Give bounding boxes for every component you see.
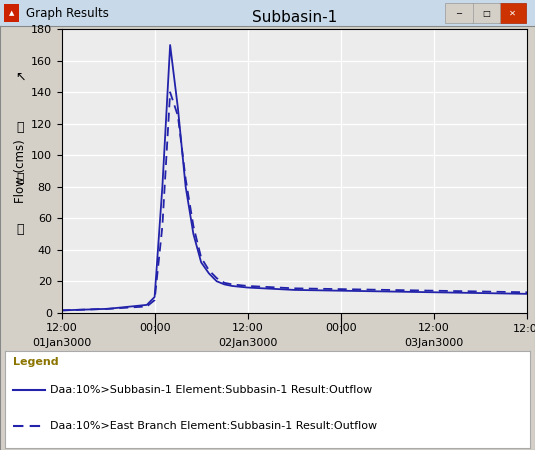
Bar [499,3,526,23]
Text: Daa:10%>Subbasin-1 Element:Subbasin-1 Result:Outflow: Daa:10%>Subbasin-1 Element:Subbasin-1 Re… [50,385,372,395]
Title: Subbasin-1: Subbasin-1 [251,10,337,25]
Y-axis label: Flow (cms): Flow (cms) [13,139,27,203]
Text: ✕: ✕ [509,9,516,18]
Text: Graph Results: Graph Results [26,7,109,19]
Text: 💾: 💾 [17,223,24,236]
Text: 02Jan3000: 02Jan3000 [218,338,277,347]
Text: Daa:10%>East Branch Element:Subbasin-1 Result:Outflow: Daa:10%>East Branch Element:Subbasin-1 R… [50,422,377,432]
Bar [445,3,473,23]
Text: Legend: Legend [13,357,59,367]
Text: □: □ [482,9,490,18]
Text: ▲: ▲ [9,10,14,16]
Text: ─: ─ [456,9,462,18]
Bar [4,4,19,22]
Text: 🔍: 🔍 [17,122,24,135]
Bar [472,3,500,23]
Text: 03Jan3000: 03Jan3000 [404,338,463,347]
Text: ↖: ↖ [15,71,26,83]
Text: 01Jan3000: 01Jan3000 [32,338,91,347]
Text: 📋: 📋 [17,172,24,185]
